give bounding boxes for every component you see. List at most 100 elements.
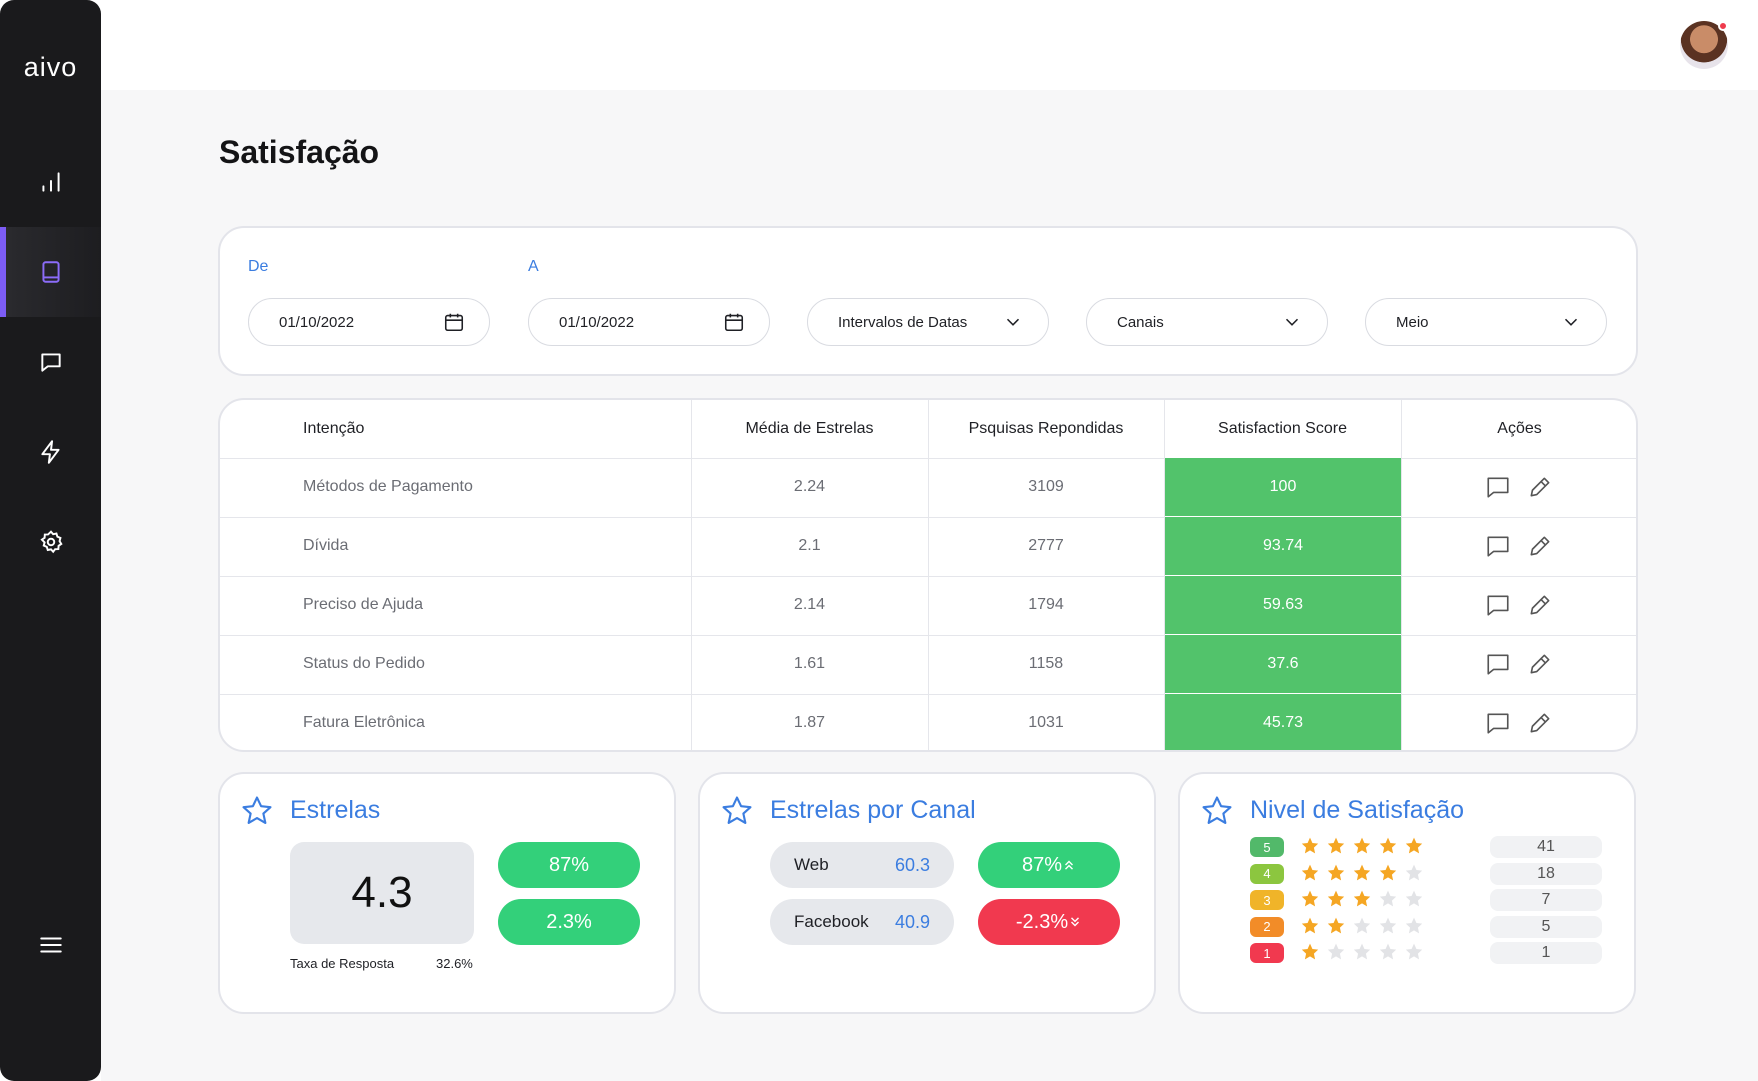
row-divider (220, 458, 1636, 459)
from-date-field[interactable]: 01/10/2022 (248, 298, 490, 346)
to-date-field[interactable]: 01/10/2022 (528, 298, 770, 346)
channel-change-pill: 87% (978, 842, 1120, 888)
comment-icon[interactable] (1485, 533, 1511, 559)
star-icon (1379, 864, 1397, 880)
score-cell: 100 (1165, 458, 1401, 516)
intent-cell: Fatura Eletrônica (303, 714, 425, 731)
pencil-icon[interactable] (1527, 710, 1553, 736)
satisfaction-level-panel: Nivel de Satisfação 5 41 4 18 3 7 2 5 1 1 (1178, 772, 1636, 1014)
star-icon (1405, 864, 1423, 880)
star-icon (1353, 837, 1371, 854)
star-icon (1405, 943, 1423, 960)
star-icon (1301, 917, 1319, 933)
medium-select-value: Meio (1396, 313, 1429, 331)
chart-icon (41, 172, 60, 192)
level-badge: 5 (1250, 837, 1284, 857)
nav-item-settings[interactable] (0, 497, 101, 587)
channel-name: Web (794, 855, 829, 874)
avg-cell: 2.24 (793, 478, 826, 495)
bolt-icon (40, 440, 60, 464)
channels-select-value: Canais (1117, 313, 1164, 331)
star-icon (1405, 917, 1423, 933)
pencil-icon[interactable] (1527, 533, 1553, 559)
column-divider (1401, 400, 1402, 750)
comment-icon[interactable] (1485, 710, 1511, 736)
chevron-down-icon (1006, 318, 1020, 326)
level-count: 1 (1490, 942, 1602, 964)
star-rating (1300, 942, 1424, 964)
chevron-down-icon (1564, 318, 1578, 326)
star-icon (1353, 943, 1371, 960)
intent-cell: Métodos de Pagamento (303, 478, 473, 495)
star-icon (1379, 837, 1397, 854)
book-icon (41, 261, 60, 283)
channel-change-value: -2.3% (1015, 910, 1069, 933)
score-cell: 59.63 (1165, 576, 1401, 634)
column-divider (691, 400, 692, 750)
to-date-value: 01/10/2022 (559, 313, 635, 331)
header-intent: Intenção (303, 420, 365, 437)
nav-item-analytics[interactable] (0, 137, 101, 227)
comment-icon[interactable] (1485, 651, 1511, 677)
pencil-icon[interactable] (1527, 651, 1553, 677)
header-answered: Psquisas Repondidas (968, 420, 1124, 437)
star-icon (1379, 917, 1397, 933)
medium-select[interactable]: Meio (1365, 298, 1607, 346)
interval-select-value: Intervalos de Datas (838, 313, 968, 331)
nav-item-conversations[interactable] (0, 317, 101, 407)
calendar-icon[interactable] (723, 311, 745, 333)
pencil-icon[interactable] (1527, 474, 1553, 500)
channels-select[interactable]: Canais (1086, 298, 1328, 346)
row-divider (220, 635, 1636, 636)
pencil-icon[interactable] (1527, 592, 1553, 618)
chevrons-up-icon (1065, 860, 1074, 870)
level-badge: 4 (1250, 863, 1284, 884)
level-count: 7 (1490, 889, 1602, 911)
nav-item-automations[interactable] (0, 407, 101, 497)
comment-icon[interactable] (1485, 474, 1511, 500)
channel-facebook: Facebook 40.9 (770, 899, 954, 945)
star-icon (1353, 917, 1371, 933)
channel-web: Web 60.3 (770, 842, 954, 888)
main-content: Satisfação De A 01/10/2022 01/10/2022 In… (101, 90, 1758, 1081)
star-icon (1327, 890, 1345, 907)
star-icon (1327, 943, 1345, 960)
star-icon (1327, 837, 1345, 854)
star-icon (1353, 890, 1371, 907)
channel-panel-title: Estrelas por Canal (770, 796, 976, 824)
interval-select[interactable]: Intervalos de Datas (807, 298, 1049, 346)
level-count: 5 (1490, 915, 1602, 938)
star-icon (1301, 943, 1319, 960)
menu-icon (39, 937, 62, 953)
level-count: 41 (1490, 836, 1602, 858)
level-row: 5 41 (1250, 836, 1602, 858)
calendar-icon[interactable] (443, 311, 465, 333)
row-divider (220, 694, 1636, 695)
answered-cell: 1794 (1028, 596, 1064, 613)
nav-item-satisfaction[interactable] (0, 227, 101, 317)
nav-item-menu[interactable] (0, 900, 101, 990)
star-icon (1301, 837, 1319, 854)
star-rating (1300, 836, 1424, 858)
sidebar: aivo (0, 0, 101, 1081)
star-icon (1301, 864, 1319, 880)
star-icon (1327, 864, 1345, 880)
stars-pill-top: 87% (498, 842, 640, 888)
brand-logo: aivo (23, 52, 78, 82)
avg-cell: 2.14 (793, 596, 826, 613)
chevron-down-icon (1285, 318, 1299, 326)
answered-cell: 3109 (1028, 478, 1064, 495)
level-panel-title: Nivel de Satisfação (1250, 796, 1465, 824)
answered-cell: 1158 (1028, 655, 1064, 672)
score-cell: 37.6 (1165, 635, 1401, 693)
stars-pill-bottom: 2.3% (498, 899, 640, 945)
from-date-value: 01/10/2022 (279, 313, 355, 331)
star-icon (1301, 890, 1319, 907)
stars-panel: Estrelas 4.3 87% 2.3% Taxa de Resposta 3… (218, 772, 676, 1014)
comment-icon[interactable] (1485, 592, 1511, 618)
gear-icon (39, 530, 63, 554)
score-cell: 45.73 (1165, 694, 1401, 750)
level-badge: 3 (1250, 890, 1284, 910)
